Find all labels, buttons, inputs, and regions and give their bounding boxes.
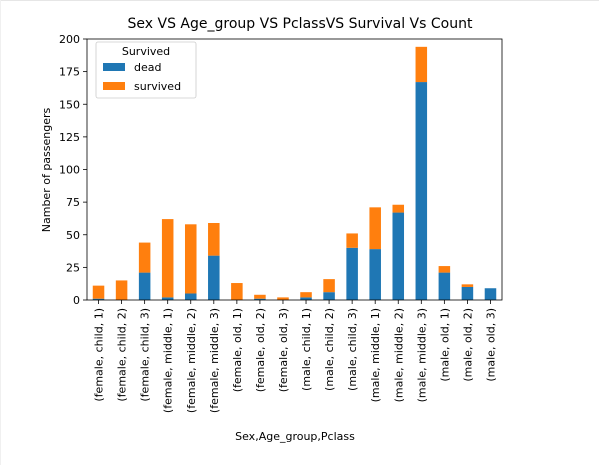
page-left-border <box>0 0 1 465</box>
y-tick-label: 175 <box>59 66 80 79</box>
bar-dead-0 <box>92 298 105 300</box>
bar-survived-0 <box>92 285 105 299</box>
y-tick-label: 0 <box>73 294 80 307</box>
chart-title: Sex VS Age_group VS PclassVS Survival Vs… <box>128 16 473 32</box>
x-tick-label: (female, old, 1) <box>231 308 244 392</box>
x-tick-label: (female, child, 1) <box>93 308 106 402</box>
bar-survived-3 <box>161 219 174 298</box>
y-tick-label: 25 <box>66 261 80 274</box>
bar-survived-10 <box>323 279 335 293</box>
bar-survived-2 <box>138 242 151 273</box>
bar-survived-15 <box>438 266 451 273</box>
y-tick-label: 100 <box>59 164 80 177</box>
bar-dead-3 <box>161 297 174 300</box>
bar-dead-12 <box>369 249 381 300</box>
bar-survived-13 <box>392 204 405 213</box>
bar-dead-17 <box>484 288 497 300</box>
legend-title: Survived <box>122 45 170 58</box>
bar-dead-4 <box>184 293 197 300</box>
x-tick-label: (male, middle, 3) <box>415 308 428 402</box>
x-tick-label: (male, old, 1) <box>438 308 451 382</box>
x-axis-label: Sex,Age_group,Pclass <box>235 430 355 443</box>
y-axis-label: Namber of passengers <box>40 107 53 232</box>
x-tick-label: (male, middle, 1) <box>369 308 382 402</box>
plot-area-frame <box>86 38 503 301</box>
bar-survived-6 <box>231 283 243 300</box>
x-tick-label: (female, old, 2) <box>254 308 267 392</box>
x-tick-label: (male, child, 2) <box>323 308 336 391</box>
y-tick-label: 125 <box>59 131 80 144</box>
bar-dead-2 <box>138 272 151 300</box>
x-tick-label: (female, child, 3) <box>139 308 152 402</box>
legend-swatch-dead <box>103 63 125 71</box>
x-tick-label: (female, old, 3) <box>277 308 290 392</box>
x-tick-label: (female, middle, 2) <box>185 308 198 413</box>
y-tick-label: 50 <box>66 229 80 242</box>
x-tick-label: (female, middle, 1) <box>162 308 175 413</box>
bar-survived-11 <box>346 233 358 248</box>
bars-group <box>92 46 497 300</box>
x-tick-label: (male, child, 3) <box>346 308 359 391</box>
y-tick-label: 200 <box>59 33 80 46</box>
y-tick-label: 150 <box>59 98 80 111</box>
x-tick-label: (male, old, 3) <box>484 308 497 382</box>
bar-survived-4 <box>184 224 197 294</box>
x-tick-label: (male, old, 2) <box>461 308 474 382</box>
legend-swatch-survived <box>103 82 125 90</box>
bar-dead-15 <box>438 272 451 300</box>
legend-label-dead: dead <box>134 61 161 74</box>
bar-dead-7 <box>254 298 266 300</box>
legend: Survived dead survived <box>95 41 197 99</box>
bar-dead-14 <box>415 82 428 300</box>
bar-dead-5 <box>208 255 220 300</box>
bar-dead-10 <box>323 292 335 300</box>
bar-survived-7 <box>254 294 266 299</box>
bar-survived-8 <box>277 297 289 300</box>
x-tick-label: (female, middle, 3) <box>208 308 221 413</box>
y-axis-ticks: 0 25 50 75 100 125 150 175 200 <box>59 33 87 307</box>
bar-dead-13 <box>392 212 405 300</box>
page-top-border <box>0 0 599 1</box>
bar-survived-9 <box>300 292 312 298</box>
bar-dead-9 <box>300 297 312 300</box>
bar-survived-1 <box>115 280 128 300</box>
x-tick-label: (male, middle, 2) <box>392 308 405 402</box>
legend-label-survived: survived <box>134 80 181 93</box>
bar-survived-5 <box>208 223 220 256</box>
x-tick-label: (male, child, 1) <box>300 308 313 391</box>
x-tick-label: (female, child, 2) <box>116 308 129 402</box>
x-axis-ticks: (female, child, 1) (female, child, 2) (fem… <box>93 300 497 413</box>
bar-survived-12 <box>369 207 381 250</box>
bar-survived-16 <box>461 284 474 287</box>
bar-dead-16 <box>461 286 474 300</box>
y-tick-label: 75 <box>66 196 80 209</box>
bar-survived-14 <box>415 46 428 83</box>
bar-dead-11 <box>346 247 358 300</box>
